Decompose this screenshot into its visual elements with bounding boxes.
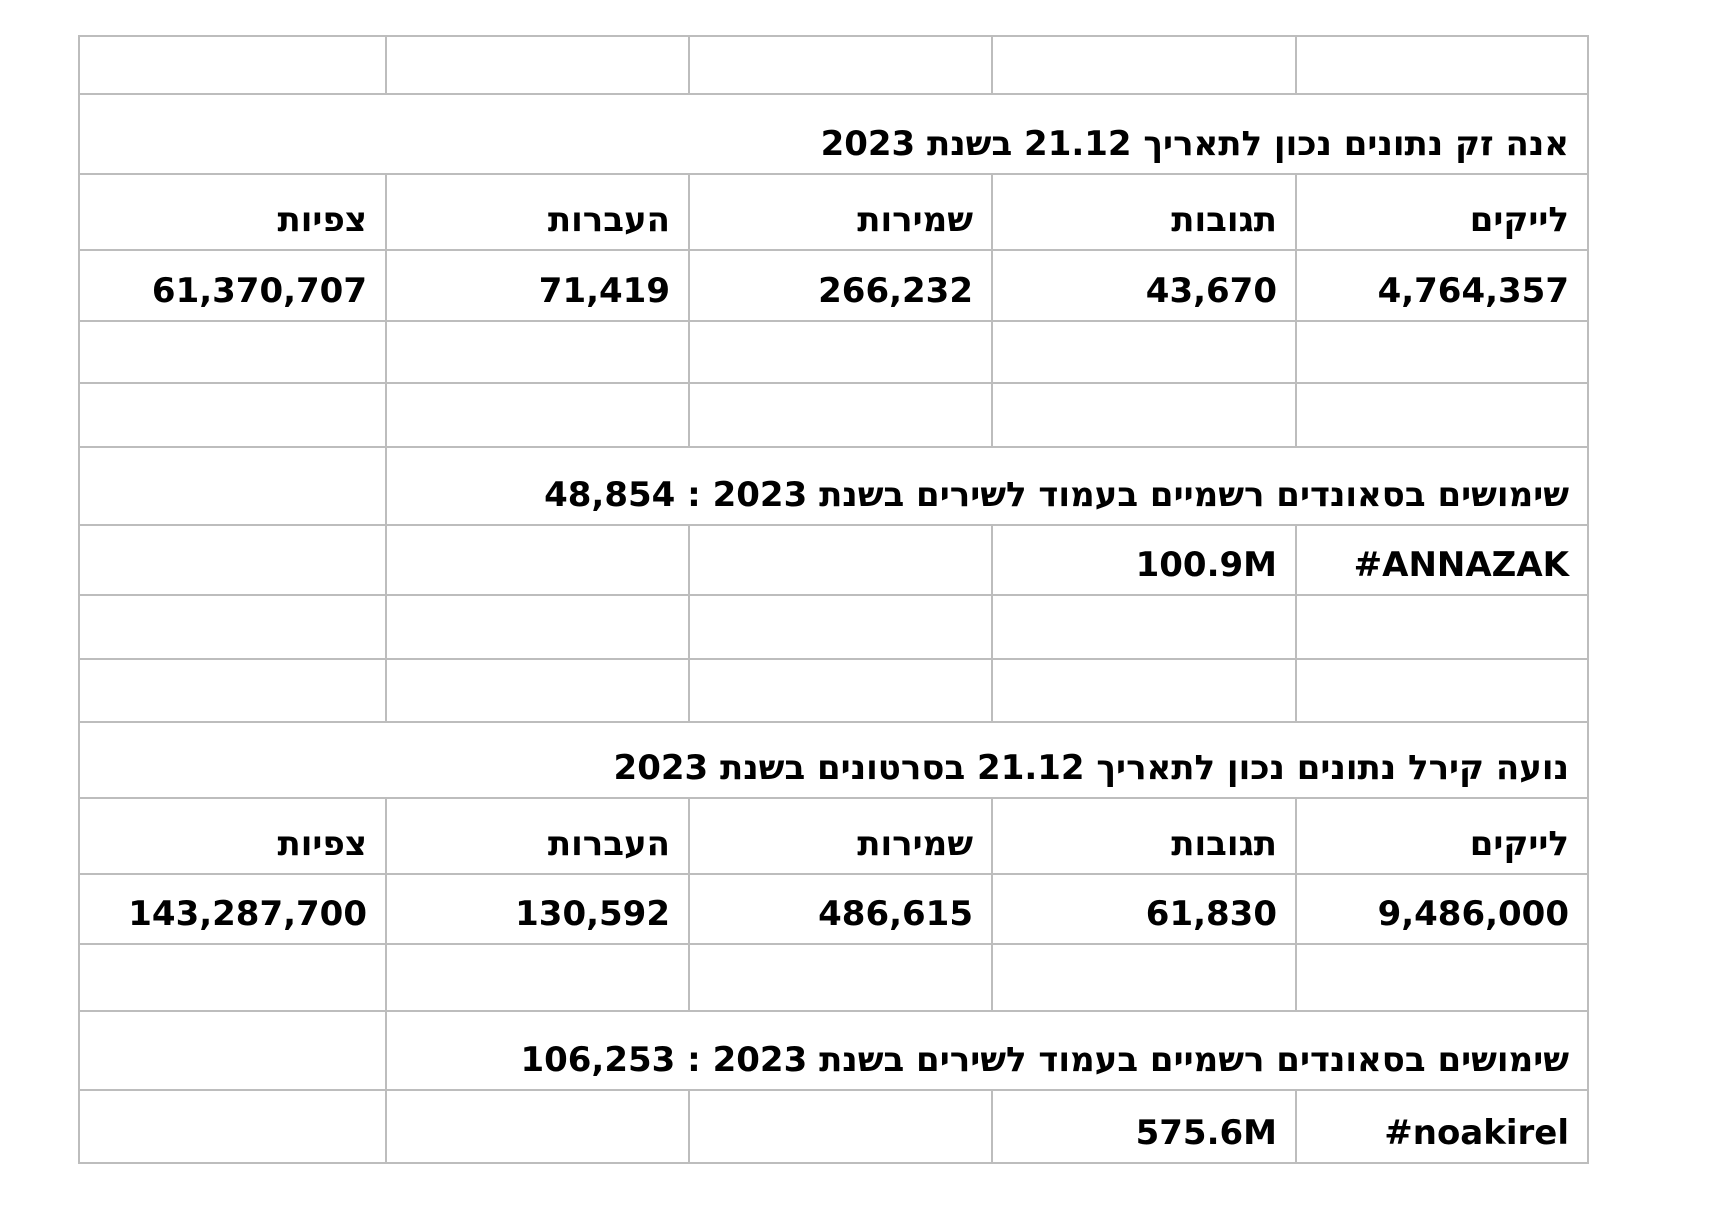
table2-value-comments: 61,830 (991, 873, 1297, 945)
table2-sounds-note: שימושים בסאונדים רשמיים בעמוד לשירים בשנ… (385, 1010, 1589, 1091)
empty-cell (688, 35, 993, 95)
table1-header-views: צפיות (78, 173, 387, 251)
table1-hashtag-row: #ANNAZAK 100.9M (78, 524, 1589, 596)
empty-cell (688, 382, 993, 448)
empty-cell (78, 382, 387, 448)
empty-cell (991, 320, 1297, 384)
table2-values-row: 9,486,000 61,830 486,615 130,592 143,287… (78, 873, 1589, 945)
table2-header-views: צפיות (78, 797, 387, 875)
stats-sheet: אנה זק נתונים נכון לתאריך 21.12 בשנת 202… (78, 35, 1589, 1164)
table1-sounds-row: שימושים בסאונדים רשמיים בעמוד לשירים בשנ… (78, 446, 1589, 526)
table2-hashtag-views: 575.6M (991, 1089, 1297, 1164)
table1-header-likes: לייקים (1295, 173, 1589, 251)
empty-cell (78, 594, 387, 660)
empty-cell (385, 524, 690, 596)
empty-row (78, 320, 1589, 384)
table1-sounds-note: שימושים בסאונדים רשמיים בעמוד לשירים בשנ… (385, 446, 1589, 526)
table2-value-views: 143,287,700 (78, 873, 387, 945)
table2-header-row: לייקים תגובות שמירות העברות צפיות (78, 797, 1589, 875)
empty-cell (1295, 320, 1589, 384)
table1-title-cell: אנה זק נתונים נכון לתאריך 21.12 בשנת 202… (78, 93, 1589, 175)
table2-header-saves: שמירות (688, 797, 993, 875)
table1-value-comments: 43,670 (991, 249, 1297, 322)
empty-row (78, 943, 1589, 1012)
empty-cell (385, 943, 690, 1012)
empty-cell (688, 658, 993, 723)
table2-value-likes: 9,486,000 (1295, 873, 1589, 945)
empty-cell (991, 658, 1297, 723)
empty-cell (1295, 35, 1589, 95)
empty-cell (688, 1089, 993, 1164)
empty-cell (688, 320, 993, 384)
table2-header-likes: לייקים (1295, 797, 1589, 875)
empty-row (78, 35, 1589, 95)
empty-cell (78, 1089, 387, 1164)
empty-cell (78, 1010, 387, 1091)
table2-hashtag: #noakirel (1295, 1089, 1589, 1164)
table1-value-shares: 71,419 (385, 249, 690, 322)
table1-title-row: אנה זק נתונים נכון לתאריך 21.12 בשנת 202… (78, 93, 1589, 175)
empty-cell (78, 524, 387, 596)
empty-row (78, 382, 1589, 448)
empty-cell (385, 382, 690, 448)
table2-value-saves: 486,615 (688, 873, 993, 945)
table2-title-cell: נועה קירל נתונים נכון לתאריך 21.12 בסרטו… (78, 721, 1589, 799)
empty-cell (688, 943, 993, 1012)
table2-value-shares: 130,592 (385, 873, 690, 945)
empty-cell (1295, 594, 1589, 660)
empty-cell (78, 943, 387, 1012)
empty-cell (991, 382, 1297, 448)
table2-header-shares: העברות (385, 797, 690, 875)
table2-header-comments: תגובות (991, 797, 1297, 875)
empty-cell (78, 35, 387, 95)
table1-value-likes: 4,764,357 (1295, 249, 1589, 322)
table1-header-shares: העברות (385, 173, 690, 251)
table1-value-saves: 266,232 (688, 249, 993, 322)
table1-hashtag: #ANNAZAK (1295, 524, 1589, 596)
empty-cell (1295, 658, 1589, 723)
table1-header-saves: שמירות (688, 173, 993, 251)
table2-sounds-row: שימושים בסאונדים רשמיים בעמוד לשירים בשנ… (78, 1010, 1589, 1091)
empty-cell (991, 35, 1297, 95)
empty-cell (688, 594, 993, 660)
table1-header-row: לייקים תגובות שמירות העברות צפיות (78, 173, 1589, 251)
empty-cell (385, 658, 690, 723)
table2-hashtag-row: #noakirel 575.6M (78, 1089, 1589, 1164)
empty-cell (78, 446, 387, 526)
empty-cell (688, 524, 993, 596)
empty-cell (991, 594, 1297, 660)
table1-hashtag-views: 100.9M (991, 524, 1297, 596)
table1-header-comments: תגובות (991, 173, 1297, 251)
empty-cell (78, 658, 387, 723)
empty-cell (385, 35, 690, 95)
empty-cell (385, 320, 690, 384)
empty-row (78, 594, 1589, 660)
table1-value-views: 61,370,707 (78, 249, 387, 322)
empty-cell (1295, 382, 1589, 448)
empty-cell (78, 320, 387, 384)
empty-cell (385, 1089, 690, 1164)
empty-cell (385, 594, 690, 660)
table2-title-row: נועה קירל נתונים נכון לתאריך 21.12 בסרטו… (78, 721, 1589, 799)
empty-cell (1295, 943, 1589, 1012)
empty-row (78, 658, 1589, 723)
empty-cell (991, 943, 1297, 1012)
table1-values-row: 4,764,357 43,670 266,232 71,419 61,370,7… (78, 249, 1589, 322)
